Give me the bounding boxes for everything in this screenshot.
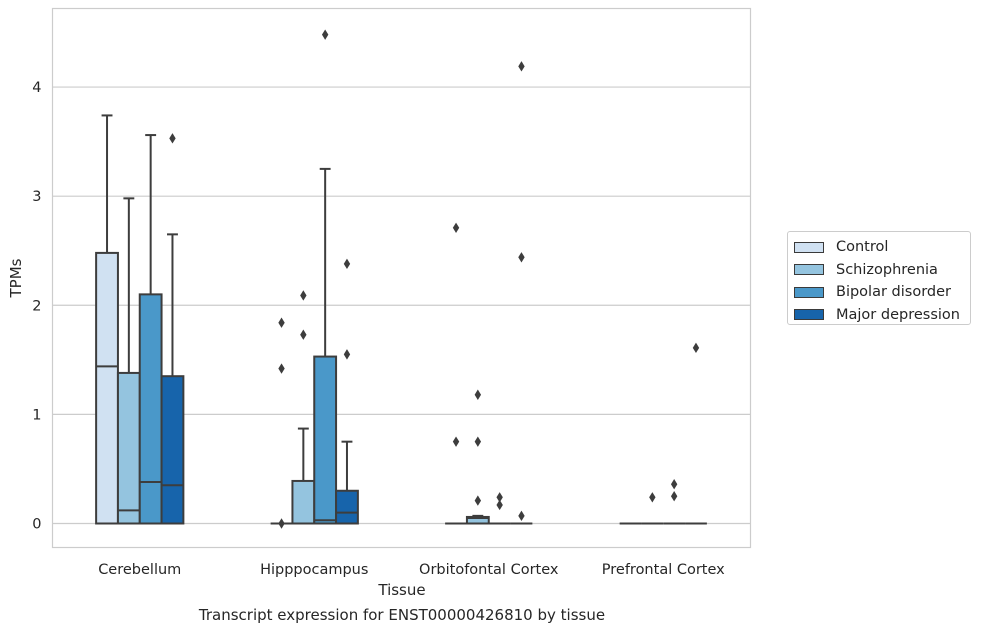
outlier-point (518, 61, 525, 72)
box-control-cerebellum (95, 114, 119, 525)
box-body (160, 375, 185, 525)
outlier-point (321, 29, 329, 40)
box-major-depression-orbitofontal-cortex (510, 61, 533, 525)
box-body (291, 479, 316, 525)
outlier-point (670, 479, 678, 490)
outlier-point (474, 436, 482, 447)
legend-label-control: Control (836, 239, 889, 256)
box-body (335, 489, 359, 525)
box-body (95, 251, 119, 525)
outlier-point (278, 363, 285, 374)
x-tick-label: Cerebellum (98, 562, 181, 578)
box-schizophrenia-cerebellum (116, 197, 141, 525)
outlier-point (452, 222, 460, 234)
box-body (138, 293, 163, 525)
x-tick-label: Orbitofontal Cortex (419, 562, 559, 578)
legend-label-bipolar-disorder: Bipolar disorder (836, 284, 951, 301)
outlier-point (300, 290, 307, 301)
box-control-hipppocampus (270, 317, 293, 529)
x-tick-label: Prefrontal Cortex (602, 562, 725, 578)
y-tick-label: 0 (32, 516, 41, 532)
outlier-point (169, 133, 176, 144)
legend-swatch-bipolar-disorder (794, 286, 824, 298)
box-body (116, 371, 141, 525)
outlier-point (518, 510, 525, 522)
outlier-point (343, 349, 351, 360)
outlier-point (474, 389, 482, 400)
outlier-point (518, 252, 525, 263)
outlier-point (649, 492, 656, 503)
outlier-point (278, 518, 285, 529)
y-tick-label: 3 (32, 189, 41, 205)
legend-item-bipolar-disorder: Bipolar disorder (794, 281, 964, 304)
y-tick-label: 1 (32, 407, 41, 423)
box-schizophrenia-orbitofontal-cortex (465, 389, 490, 525)
legend-item-schizophrenia: Schizophrenia (794, 259, 964, 282)
box-bipolar-disorder-orbitofontal-cortex (488, 492, 511, 525)
outlier-point (300, 329, 307, 340)
outlier-point (496, 499, 503, 511)
legend-label-major-depression: Major depression (836, 306, 960, 323)
box-major-depression-cerebellum (160, 133, 185, 525)
legend-item-major-depression: Major depression (794, 304, 964, 327)
outlier-point (692, 342, 700, 354)
box-bipolar-disorder-hipppocampus (313, 29, 338, 525)
outlier-point (278, 317, 285, 328)
y-tick-label: 2 (32, 298, 41, 314)
box-body (465, 515, 490, 525)
box-major-depression-prefrontal-cortex (685, 342, 707, 525)
box-bipolar-disorder-prefrontal-cortex (663, 479, 686, 525)
outlier-point (474, 495, 482, 506)
legend-swatch-schizophrenia (794, 264, 824, 276)
outlier-point (343, 258, 351, 270)
figure-caption: Transcript expression for ENST0000042681… (198, 606, 606, 624)
box-bipolar-disorder-cerebellum (138, 134, 163, 525)
box-body (313, 355, 338, 525)
outlier-point (452, 436, 460, 447)
box-major-depression-hipppocampus (335, 258, 359, 525)
legend-swatch-control (794, 241, 824, 253)
legend-item-control: Control (794, 236, 964, 259)
legend: Control Schizophrenia Bipolar disorder M… (787, 231, 971, 325)
outlier-point (670, 491, 678, 502)
x-axis-label: Tissue (377, 581, 425, 599)
legend-swatch-major-depression (794, 309, 824, 321)
box-schizophrenia-prefrontal-cortex (641, 492, 664, 525)
y-tick-label: 4 (32, 80, 41, 96)
outlier-point (496, 492, 503, 503)
box-control-orbitofontal-cortex (445, 222, 467, 525)
legend-label-schizophrenia: Schizophrenia (836, 261, 938, 278)
x-tick-label: Hipppocampus (260, 562, 368, 578)
y-axis-label: TPMs (7, 258, 25, 298)
